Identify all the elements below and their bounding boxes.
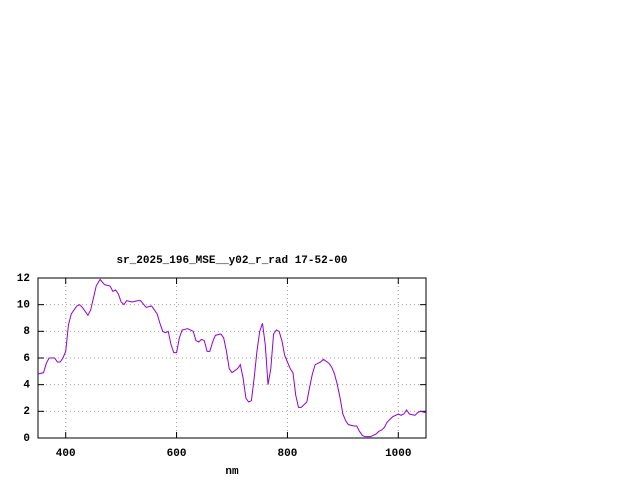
x-tick-label: 600 (167, 448, 187, 460)
x-tick-label: 800 (278, 448, 298, 460)
x-axis-label: nm (225, 466, 239, 478)
y-tick-label: 8 (23, 326, 30, 338)
y-tick-label: 6 (23, 353, 30, 365)
y-tick-label: 10 (17, 300, 30, 312)
x-tick-label: 1000 (385, 448, 411, 460)
x-tick-label: 400 (56, 448, 76, 460)
y-tick-label: 2 (23, 406, 30, 418)
plot-border (37, 277, 427, 439)
data-line (37, 278, 427, 438)
y-tick-label: 4 (23, 380, 30, 392)
y-tick-label: 12 (17, 273, 30, 285)
y-tick-label: 0 (23, 433, 30, 445)
chart-title: sr_2025_196_MSE__y02_r_rad 17-52-00 (116, 255, 347, 267)
